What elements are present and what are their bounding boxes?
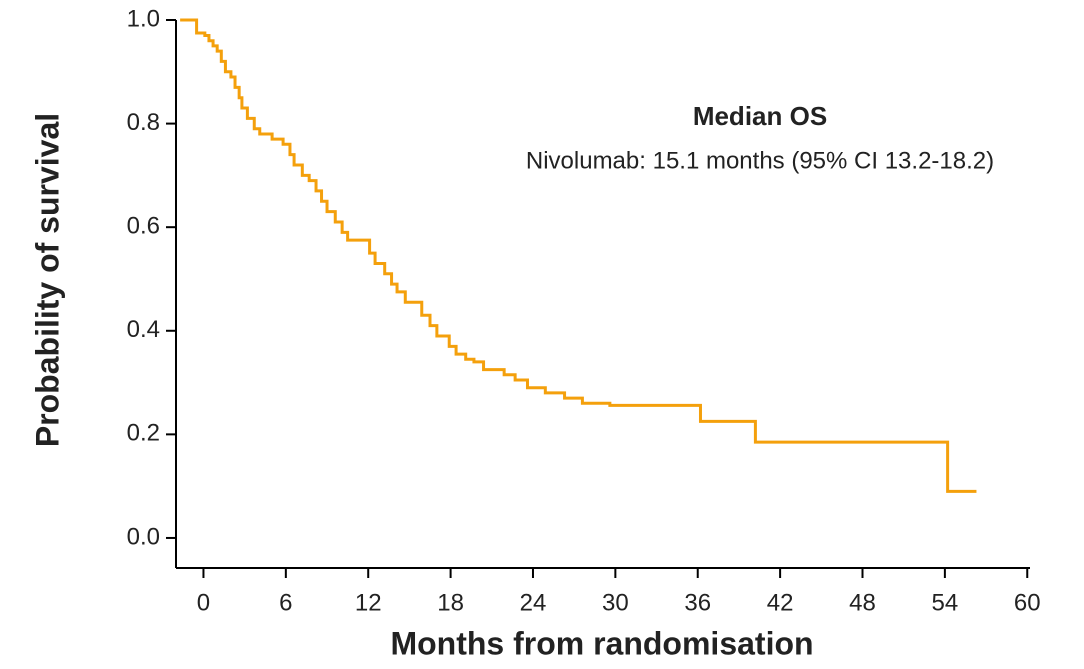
x-tick-label: 60 <box>1014 589 1041 616</box>
x-axis-title: Months from randomisation <box>390 625 813 661</box>
y-tick-label: 0.6 <box>127 213 160 240</box>
x-tick-label: 36 <box>684 589 711 616</box>
x-tick-label: 54 <box>932 589 959 616</box>
survival-curve <box>180 18 977 493</box>
annotation-title: Median OS <box>693 101 827 131</box>
x-tick-label: 24 <box>520 589 547 616</box>
y-tick-label: 0.4 <box>127 316 160 343</box>
y-tick-label: 0.2 <box>127 420 160 447</box>
y-tick-label: 0.0 <box>127 523 160 550</box>
x-tick-label: 6 <box>279 589 292 616</box>
x-tick-label: 0 <box>197 589 210 616</box>
x-tick-label: 30 <box>602 589 629 616</box>
y-axis-title: Probability of survival <box>29 113 65 447</box>
annotation-text: Nivolumab: 15.1 months (95% CI 13.2-18.2… <box>526 147 994 174</box>
y-tick-label: 1.0 <box>127 5 160 32</box>
x-tick-label: 12 <box>355 589 382 616</box>
x-tick-label: 18 <box>437 589 464 616</box>
x-tick-label: 48 <box>849 589 876 616</box>
x-tick-label: 42 <box>767 589 794 616</box>
y-tick-label: 0.8 <box>127 109 160 136</box>
